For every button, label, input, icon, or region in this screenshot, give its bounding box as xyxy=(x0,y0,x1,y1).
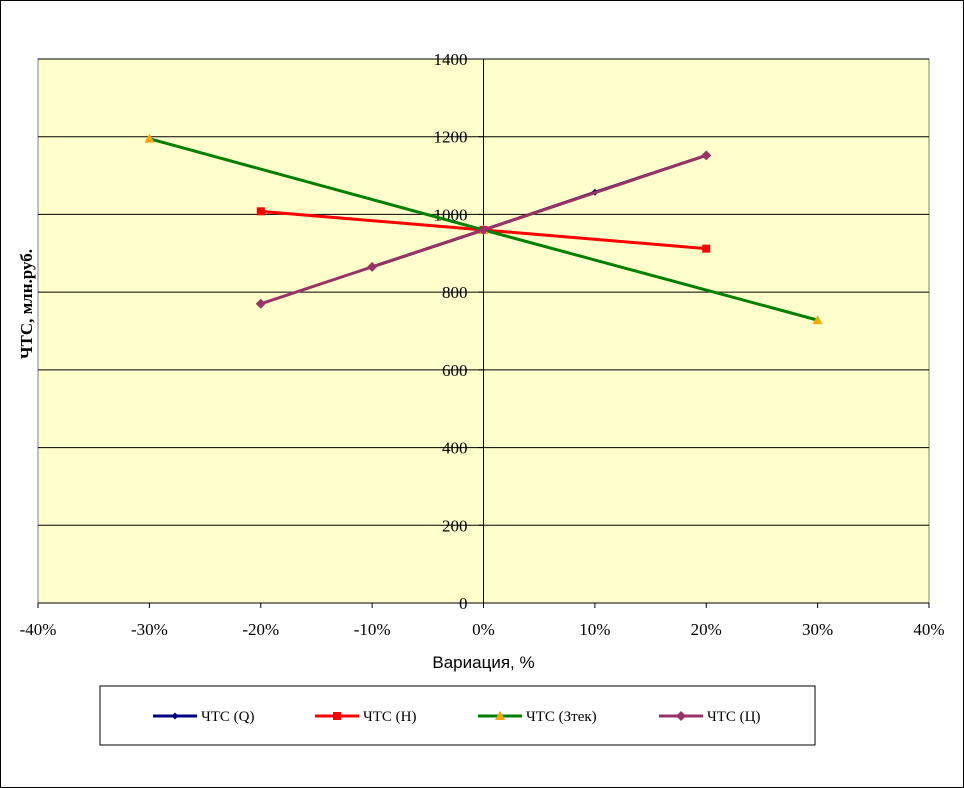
y-tick-label: 1200 xyxy=(434,128,468,147)
legend-item: ЧТС (Q) xyxy=(153,709,255,725)
y-tick-label: 800 xyxy=(442,283,468,302)
series-line xyxy=(260,153,707,306)
x-tick-label: 40% xyxy=(913,620,944,639)
legend-label: ЧТС (Ц) xyxy=(707,709,761,725)
y-axis-label: ЧТС, млн.руб. xyxy=(17,249,36,359)
x-tick-label: 0% xyxy=(472,620,495,639)
data-point xyxy=(701,150,712,161)
legend-label: ЧТС (Q) xyxy=(201,709,255,725)
data-point xyxy=(367,261,378,272)
data-point xyxy=(255,298,266,309)
data-point xyxy=(256,207,265,216)
data-point xyxy=(333,712,341,720)
y-tick-label: 1400 xyxy=(434,50,468,69)
y-tick-label: 600 xyxy=(442,361,468,380)
data-point xyxy=(495,711,505,720)
y-tick-label: 200 xyxy=(442,516,468,535)
data-point xyxy=(812,315,823,325)
series-layer xyxy=(144,133,823,325)
legend-items: ЧТС (Q) ЧТС (Н) ЧТС (Зтек) ЧТС (Ц) xyxy=(153,709,761,725)
data-point xyxy=(676,711,686,721)
legend-item: ЧТС (Н) xyxy=(315,709,417,725)
x-tick-label: -30% xyxy=(131,620,168,639)
x-tick-label: -40% xyxy=(20,620,57,639)
data-point xyxy=(702,244,711,253)
y-tick-label: 400 xyxy=(442,439,468,458)
data-point xyxy=(478,224,489,235)
x-tick-label: 10% xyxy=(579,620,610,639)
legend-item: ЧТС (Зтек) xyxy=(478,709,597,725)
x-tick-label: -10% xyxy=(354,620,391,639)
x-tick-label: 20% xyxy=(691,620,722,639)
x-tick-label: -20% xyxy=(242,620,279,639)
legend-item: ЧТС (Ц) xyxy=(659,709,761,725)
x-tick-label: 30% xyxy=(802,620,833,639)
y-tick-label: 0 xyxy=(459,594,468,613)
legend-label: ЧТС (Зтек) xyxy=(526,709,597,725)
data-point xyxy=(144,133,155,143)
series xyxy=(255,150,712,309)
x-axis-label: Вариация, % xyxy=(432,653,534,672)
legend-label: ЧТС (Н) xyxy=(363,709,417,725)
data-point xyxy=(171,712,179,720)
